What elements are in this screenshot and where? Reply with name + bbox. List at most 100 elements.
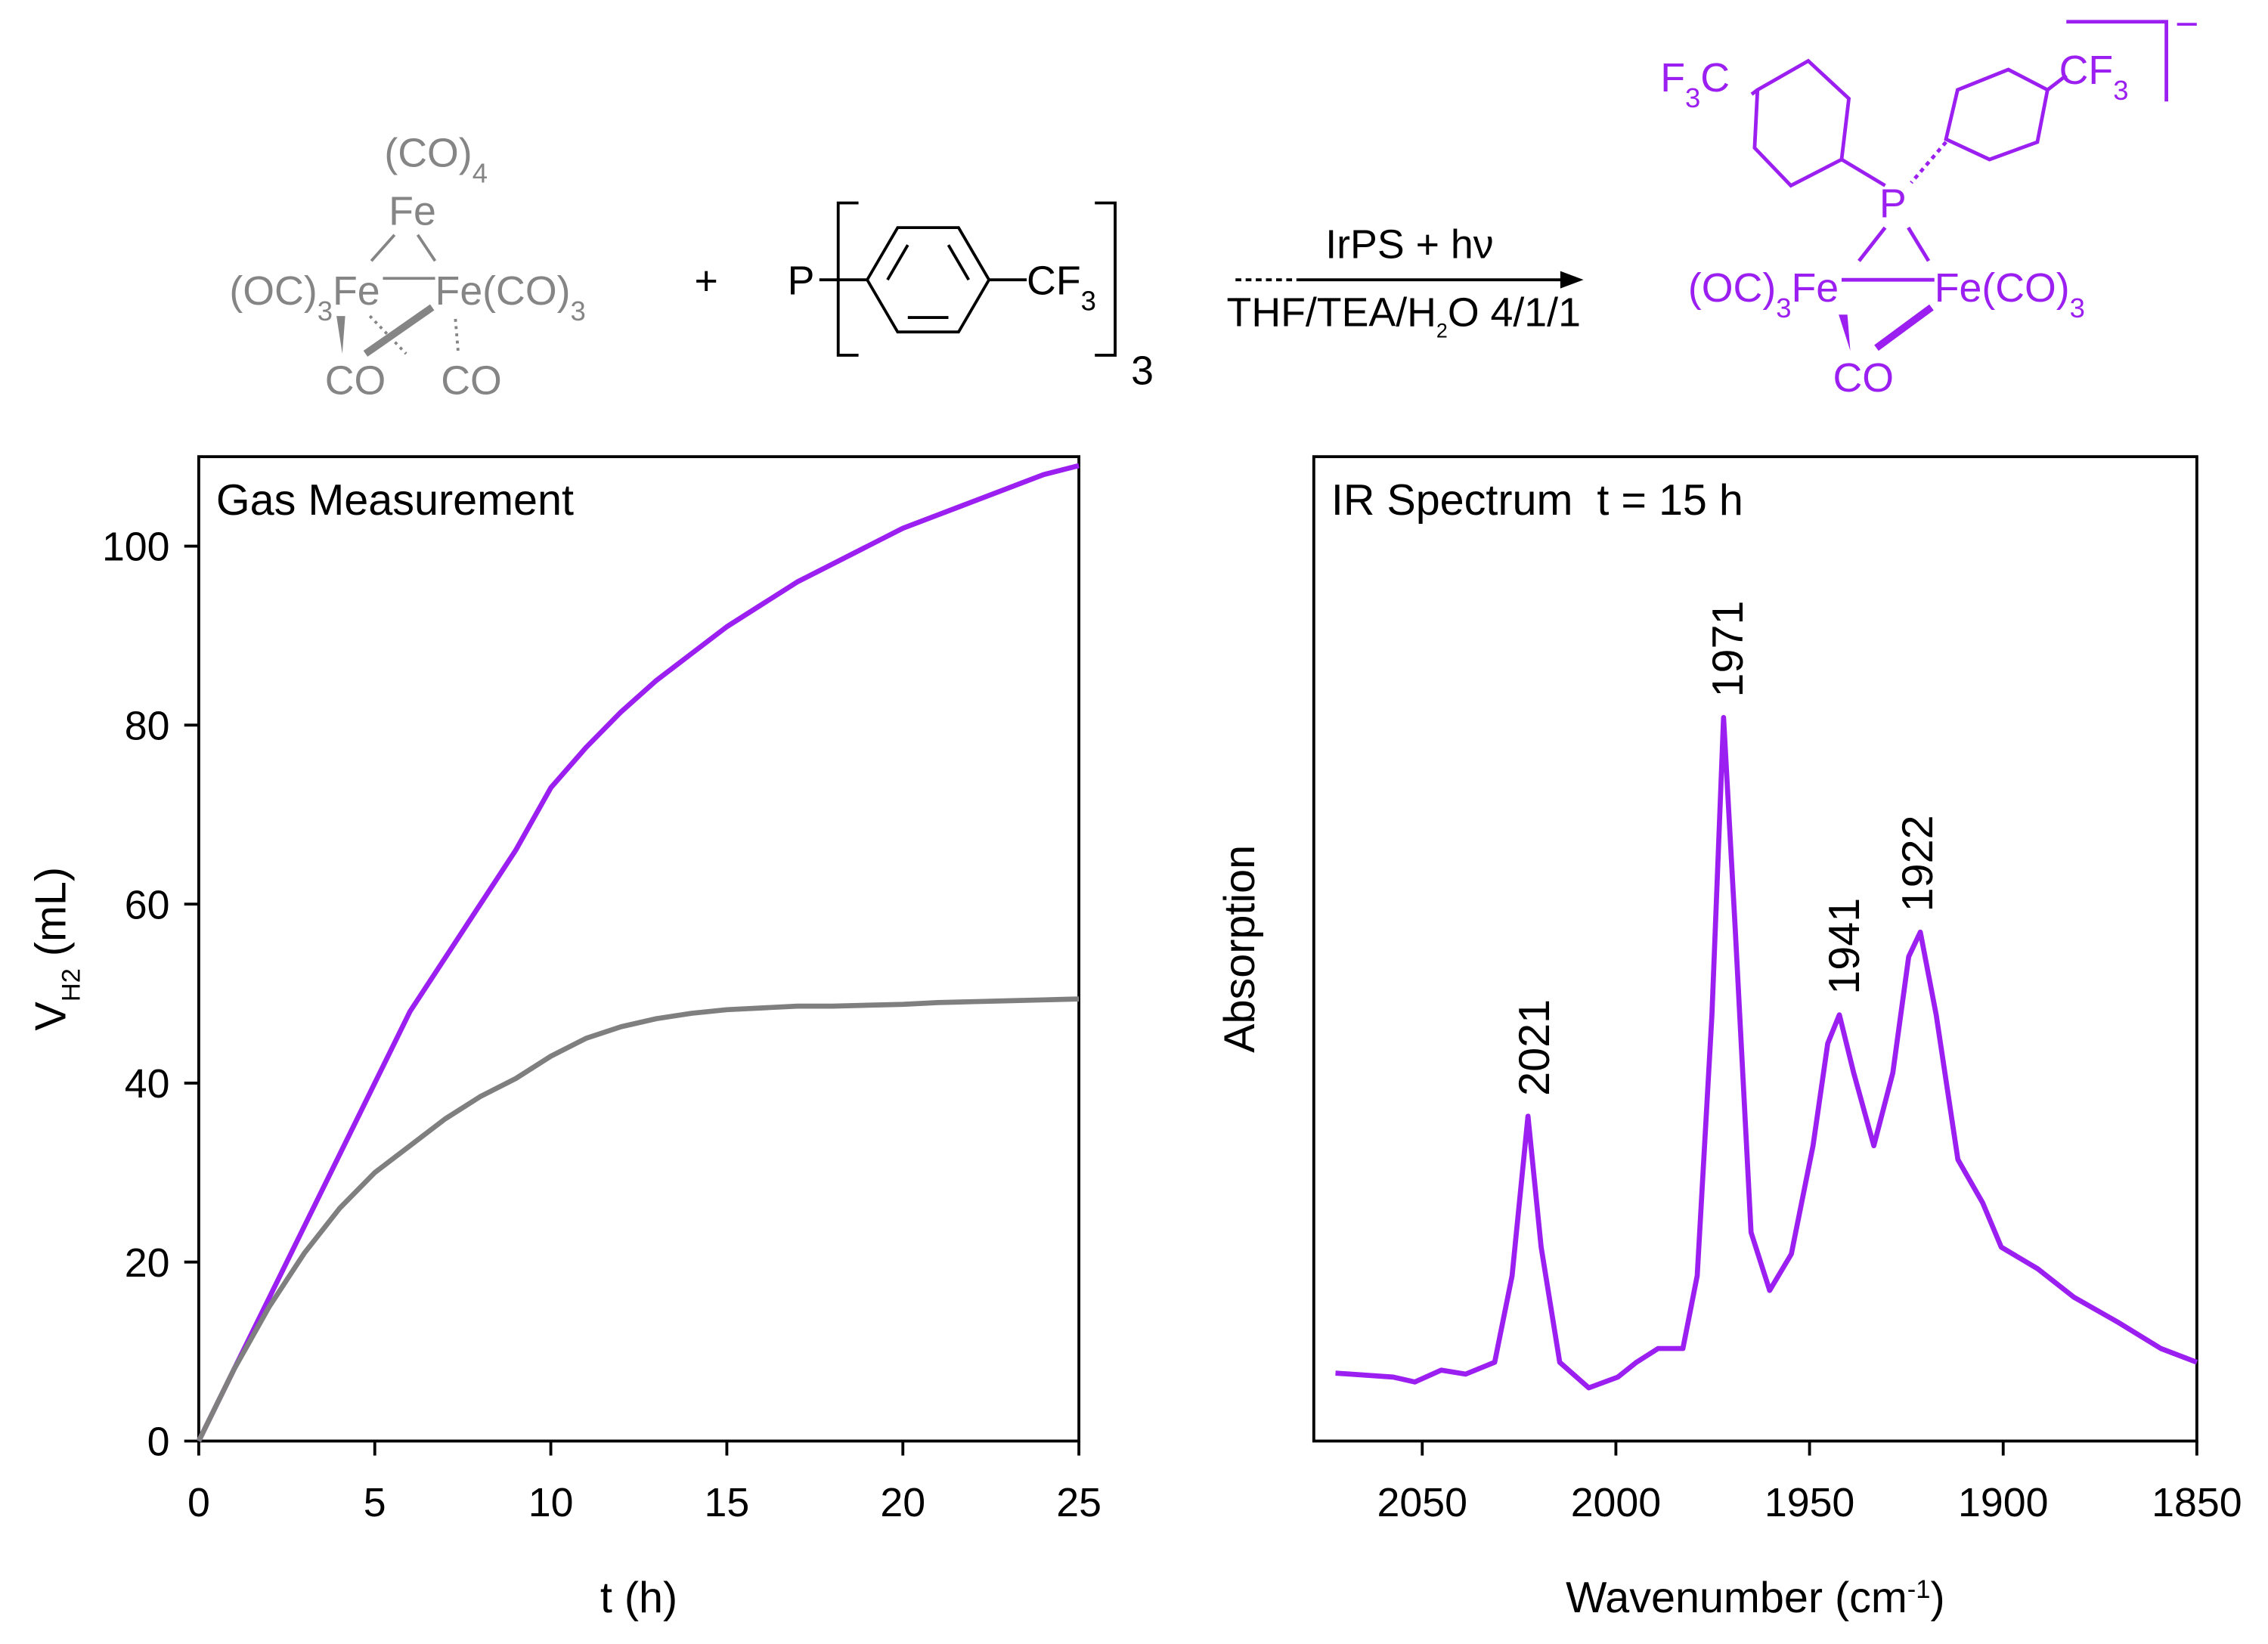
bracket	[1095, 201, 1117, 357]
text: 3	[1081, 285, 1096, 316]
x-tick-label: 0	[187, 1480, 210, 1525]
bond	[1750, 88, 1759, 96]
x-tick-label: 2050	[1377, 1480, 1467, 1525]
label-part: V	[26, 1002, 75, 1031]
chart-title: Gas Measurement	[216, 476, 574, 525]
plus: +	[695, 258, 718, 303]
text: 3	[1685, 82, 1700, 113]
label-part: H2	[57, 968, 85, 1002]
bond	[363, 304, 435, 357]
label-part: (mL)	[26, 867, 75, 968]
formula: CF3	[1027, 258, 1096, 316]
x-label: Wavenumber (cm-1)	[1566, 1574, 1945, 1622]
atom: CO	[1833, 355, 1894, 401]
bond	[886, 244, 909, 281]
y-tick-label: 20	[125, 1240, 170, 1286]
text: CF	[1027, 258, 1081, 303]
peak-label: 1922	[1894, 815, 1942, 912]
text: Fe	[1791, 265, 1839, 311]
condition: THF/TEA/H2O 4/1/1	[1227, 290, 1581, 342]
atom: Fe	[389, 188, 436, 234]
x-tick-label: 1950	[1765, 1480, 1854, 1525]
ring	[1752, 58, 1851, 188]
data-line	[1335, 714, 2198, 1391]
text: Fe(CO)	[1935, 265, 2070, 311]
reactant: (CO)4 Fe (OC)3Fe Fe(CO)3 CO CO	[229, 131, 585, 404]
atom: CO	[441, 358, 502, 404]
text: 3	[1776, 292, 1791, 323]
hash-bond	[368, 314, 407, 355]
text: Fe	[333, 268, 380, 314]
data-line	[196, 996, 1080, 1442]
text: C	[1700, 55, 1730, 101]
formula: F3C	[1660, 55, 1730, 113]
text: THF/TEA/H	[1227, 290, 1436, 336]
formula: (CO)4	[384, 131, 488, 189]
y-tick-label: 0	[147, 1420, 170, 1465]
bond	[1840, 157, 1886, 187]
label-part: Wavenumber (cm	[1566, 1574, 1907, 1622]
x-tick-label: 10	[528, 1480, 574, 1525]
wedge	[1839, 314, 1851, 351]
ring	[1944, 67, 2050, 162]
bracket	[836, 201, 859, 357]
product: F3C CF3 − P (OC)3Fe Fe(CO)3 CO	[1660, 2, 2198, 401]
text: 4	[472, 157, 488, 188]
atom: P	[1879, 181, 1907, 227]
text: F	[1660, 55, 1685, 101]
text: CF	[2059, 48, 2114, 93]
atom: P	[788, 258, 815, 303]
bond	[416, 234, 437, 262]
peak-label: 1941	[1820, 898, 1869, 995]
condition: IrPS + hν	[1325, 221, 1493, 267]
text: 3	[570, 295, 585, 326]
x-tick-label: 15	[705, 1480, 750, 1525]
formula: (OC)3Fe	[229, 268, 380, 327]
x-tick-label: 25	[1056, 1480, 1101, 1525]
charge: −	[2175, 2, 2198, 47]
atom: CO	[325, 358, 386, 404]
reaction-arrow: IrPS + hν THF/TEA/H2O 4/1/1	[1227, 221, 1584, 342]
y-tick-label: 80	[125, 704, 170, 749]
formula: Fe(CO)3	[1935, 265, 2085, 324]
x-label: t (h)	[600, 1574, 677, 1622]
text: O 4/1/1	[1448, 290, 1581, 336]
bracket	[2066, 20, 2169, 102]
bond	[1857, 226, 1887, 262]
ligand: P CF3 3	[788, 201, 1154, 393]
formula: Fe(CO)3	[435, 268, 586, 327]
y-tick-label: 40	[125, 1061, 170, 1107]
label-part: )	[1930, 1574, 1944, 1622]
y-tick-label: 60	[125, 882, 170, 927]
text: 3	[318, 295, 333, 326]
hash-bond	[1910, 141, 1947, 184]
peak-label: 2021	[1510, 999, 1559, 1096]
x-tick-label: 1900	[1958, 1480, 2048, 1525]
wedge	[336, 316, 345, 354]
count: 3	[1131, 348, 1154, 393]
data-line	[196, 463, 1080, 1442]
chart-title: IR Spectrum t = 15 h	[1331, 476, 1743, 525]
hash-bond	[454, 318, 460, 354]
bond	[370, 234, 396, 262]
text: 3	[2113, 75, 2128, 106]
text: Fe(CO)	[435, 268, 571, 314]
bond	[2046, 73, 2068, 91]
text: (OC)	[1688, 265, 1776, 311]
text: 2	[1436, 320, 1448, 342]
text: 3	[2070, 292, 2085, 323]
bond	[1874, 304, 1934, 351]
x-tick-label: 20	[880, 1480, 925, 1525]
x-tick-label: 2000	[1571, 1480, 1661, 1525]
x-tick-label: 1850	[2152, 1480, 2242, 1525]
bond	[947, 244, 971, 281]
label-part: -1	[1907, 1575, 1931, 1604]
bond	[1907, 226, 1931, 262]
plot-frame	[197, 455, 1081, 1443]
formula: CF3	[2059, 48, 2129, 106]
peak-label: 1971	[1704, 600, 1752, 697]
y-tick-label: 100	[102, 525, 170, 570]
y-label: Absorption	[1216, 845, 1264, 1053]
